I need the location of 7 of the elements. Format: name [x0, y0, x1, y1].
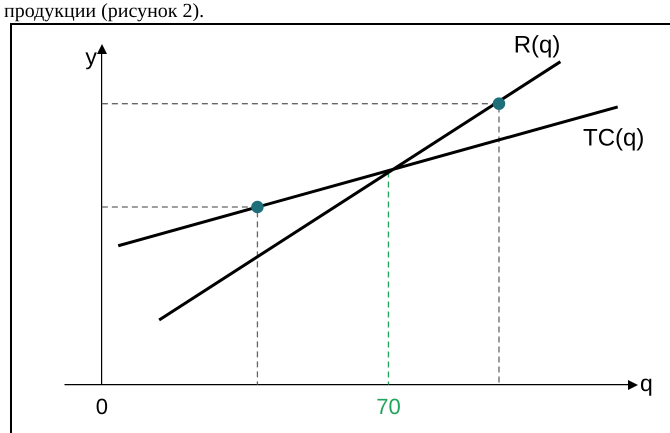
x-tick-label: 70	[376, 394, 401, 419]
x-axis-title: q	[640, 370, 653, 396]
x-tick-label: 0	[96, 394, 108, 419]
series-label: TC(q)	[583, 124, 644, 152]
text: продукции (рисунок 2).	[4, 0, 204, 22]
series-label: R(q)	[514, 31, 560, 58]
y-axis-title: y	[85, 43, 98, 70]
